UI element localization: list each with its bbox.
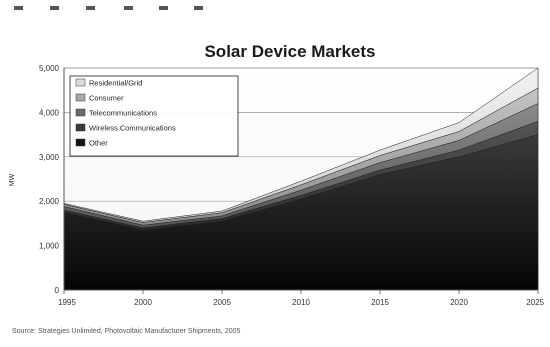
legend-label-1: Wireless Communications — [89, 124, 176, 133]
legend-swatch-1 — [75, 123, 86, 132]
x-tick-label-6: 2025 — [526, 298, 544, 307]
y-tick-label-5: 5,000 — [39, 64, 60, 73]
legend-box — [69, 75, 239, 157]
y-tick-labels: 0 1,000 2,000 3,000 4,000 5,000 — [39, 64, 60, 295]
y-tick-label-4: 4,000 — [39, 108, 60, 117]
area-series-residential-grid — [63, 67, 539, 223]
top-edge-marks — [14, 6, 224, 12]
y-tick-label-1: 1,000 — [39, 242, 60, 251]
chart-legend: Residential/Grid Consumer Telecommunicatio… — [69, 75, 239, 157]
y-tick-label-0: 0 — [55, 286, 60, 295]
y-tick-label-3: 3,000 — [39, 153, 60, 162]
legend-label-2: Telecommunications — [89, 109, 157, 118]
legend-label-3: Consumer — [89, 94, 124, 103]
legend-label-4: Residential/Grid — [89, 79, 142, 88]
x-tick-label-0: 1995 — [58, 298, 76, 307]
source-note: Source: Strategies Unlimited, Photovolta… — [12, 328, 241, 335]
legend-swatch-3 — [75, 93, 86, 102]
legend-swatch-0 — [75, 138, 86, 147]
x-tick-label-1: 2000 — [134, 298, 152, 307]
x-tick-label-4: 2015 — [371, 298, 389, 307]
legend-label-0: Other — [89, 139, 108, 148]
legend-swatch-2 — [75, 108, 86, 117]
legend-swatch-4 — [75, 78, 86, 87]
chart-title: Solar Device Markets — [204, 42, 375, 61]
x-tick-label-2: 2005 — [213, 298, 231, 307]
y-axis-label: MW — [9, 173, 16, 186]
x-tick-label-3: 2010 — [292, 298, 310, 307]
x-tick-label-5: 2020 — [450, 298, 468, 307]
x-tick-labels: 1995 2000 2005 2010 2015 2020 2025 — [58, 290, 545, 307]
y-tick-label-2: 2,000 — [39, 197, 60, 206]
